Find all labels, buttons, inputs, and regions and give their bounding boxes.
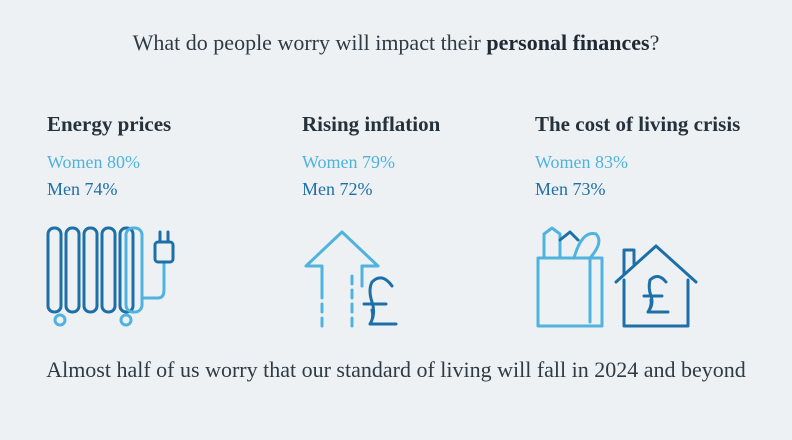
column-rising-inflation: Rising inflation Women 79% Men 72%: [302, 112, 440, 200]
title-suffix: ?: [649, 30, 660, 55]
groceries-house-pound-icon: [536, 226, 698, 328]
page-title: What do people worry will impact their p…: [0, 30, 792, 56]
column-heading: Energy prices: [47, 112, 172, 136]
rising-arrow-pound-icon: [304, 230, 398, 330]
column-energy-prices: Energy prices Women 80% Men 74%: [47, 112, 171, 200]
men-stat: Men 72%: [302, 179, 373, 199]
men-stat: Men 74%: [47, 179, 118, 199]
title-prefix: What do people worry will impact their: [132, 30, 487, 55]
women-stat: Women 83%: [535, 152, 629, 172]
column-cost-of-living: The cost of living crisis Women 83% Men …: [535, 112, 740, 200]
women-stat: Women 80%: [47, 152, 141, 172]
radiator-icon: [46, 226, 175, 327]
footer-statement: Almost half of us worry that our standar…: [46, 357, 746, 382]
title-bold: personal finances: [486, 30, 650, 55]
women-stat: Women 79%: [302, 152, 396, 172]
men-stat: Men 73%: [535, 179, 606, 199]
column-heading: The cost of living crisis: [535, 112, 741, 136]
column-heading: Rising inflation: [302, 112, 441, 136]
